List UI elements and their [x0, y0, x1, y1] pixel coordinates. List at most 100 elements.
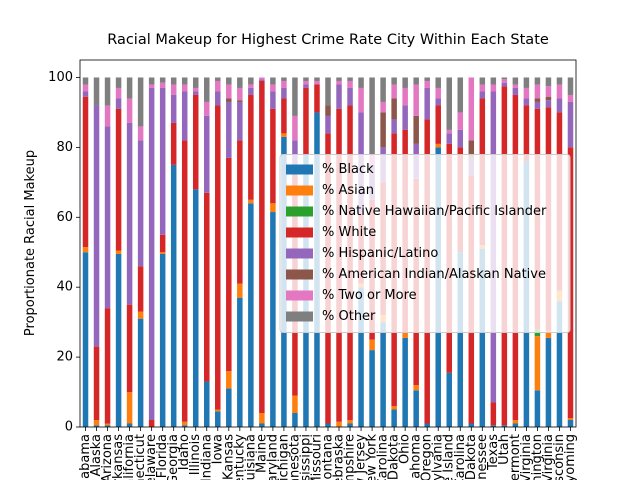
bar-segment: [457, 129, 464, 148]
x-tick-label: Oregon: [420, 434, 435, 480]
bar-segment: [226, 84, 232, 99]
x-tick-label: Kentucky: [232, 434, 247, 480]
bar-segment: [215, 91, 221, 106]
bar-segment: [237, 87, 243, 101]
bar-segment: [148, 77, 155, 85]
x-tick-label: Rhode Island: [442, 434, 457, 480]
x-tick-label: Florida: [155, 434, 170, 478]
bar-segment: [369, 350, 375, 427]
x-tick-label: Pennsylvania: [431, 434, 446, 480]
bar-segment: [159, 87, 166, 235]
x-tick-label: Ohio: [398, 434, 413, 464]
bar-segment: [512, 84, 519, 88]
bar-segment: [204, 192, 210, 382]
bar-segment: [115, 253, 122, 427]
x-tick-label: Georgia: [166, 434, 181, 480]
bar-segment: [181, 140, 188, 422]
bar-segment: [126, 423, 133, 427]
bar-segment: [490, 77, 497, 85]
bar-segment: [347, 423, 353, 427]
bar-segment: [347, 77, 353, 81]
bar-segment: [523, 98, 530, 106]
chart-title: Racial Makeup for Highest Crime Rate Cit…: [107, 32, 549, 48]
y-tick-label: 60: [56, 210, 73, 225]
bar-segment: [259, 413, 265, 424]
bar-segment: [391, 119, 397, 134]
bar-segment: [424, 87, 430, 120]
bar-segment: [435, 98, 441, 106]
bar-segment: [192, 77, 199, 88]
bar-segment: [248, 77, 254, 85]
bar-segment: [148, 84, 155, 88]
bar-segment: [237, 283, 243, 298]
bar-segment: [303, 84, 309, 88]
bar-segment: [512, 420, 519, 424]
bar-segment: [170, 94, 177, 123]
bar-segment: [303, 77, 309, 81]
bar-segment: [192, 189, 199, 427]
bar-segment: [457, 112, 464, 130]
x-tick-label: New York: [365, 434, 380, 480]
bar-segment: [170, 164, 177, 427]
bar-segment: [314, 84, 320, 113]
x-tick-label: California: [122, 434, 137, 480]
x-tick-label: Virginia: [519, 434, 534, 480]
bar-segment: [380, 322, 386, 427]
bar-segment: [181, 84, 188, 92]
bar-segment: [534, 101, 541, 109]
bar-segment: [556, 84, 563, 99]
bar-segment: [303, 80, 309, 85]
bar-segment: [93, 420, 100, 426]
bar-segment: [534, 390, 541, 427]
bar-segment: [126, 77, 133, 99]
bar-segment: [93, 425, 100, 427]
bar-segment: [82, 84, 89, 92]
bar-segment: [181, 421, 188, 426]
bar-segment: [104, 308, 111, 424]
bar-segment: [402, 105, 408, 130]
bar-segment: [159, 234, 166, 253]
bar-segment: [126, 304, 133, 393]
bar-segment: [545, 77, 552, 87]
x-tick-label: Arizona: [100, 434, 115, 480]
bar-segment: [204, 77, 210, 102]
legend-swatch: [286, 269, 313, 280]
x-tick-label: New Jersey: [354, 434, 369, 480]
bar-segment: [380, 112, 386, 148]
bar-segment: [325, 115, 331, 134]
bar-segment: [501, 425, 508, 427]
bar-segment: [435, 143, 441, 148]
bar-segment: [512, 77, 519, 85]
bar-segment: [104, 77, 111, 106]
plot-frame: [79, 59, 577, 428]
bar-segment: [259, 79, 265, 81]
bar-segment: [413, 390, 419, 427]
bar-segment: [479, 248, 486, 427]
bar-segment: [545, 100, 552, 108]
x-tick-label: Tennessee: [475, 434, 490, 480]
x-tick-label: Alaska: [89, 434, 104, 477]
x-tick-label: Montana: [321, 434, 336, 480]
bar-segment: [237, 101, 243, 141]
legend-label: % Other: [322, 309, 376, 324]
bar-segment: [545, 330, 552, 338]
x-tick-label: Vermont: [508, 434, 523, 480]
x-tick-label: Washington: [530, 434, 545, 480]
x-tick-label: Maine: [254, 434, 269, 473]
bar-segment: [226, 157, 232, 372]
bar-segment: [391, 84, 397, 99]
bar-segment: [192, 87, 199, 92]
bar-segment: [567, 77, 574, 95]
bar-segment: [358, 87, 364, 113]
legend-swatch: [286, 311, 313, 322]
bar-segment: [215, 411, 221, 427]
bar-segment: [479, 84, 486, 92]
y-tick-label: 20: [56, 350, 73, 365]
bar-segment: [314, 80, 320, 85]
legend-label: % White: [322, 225, 376, 240]
bar-segment: [215, 105, 221, 410]
x-tick-label: New Hampshire: [343, 434, 358, 480]
bar-segment: [170, 77, 177, 85]
bar-segment: [490, 84, 497, 92]
